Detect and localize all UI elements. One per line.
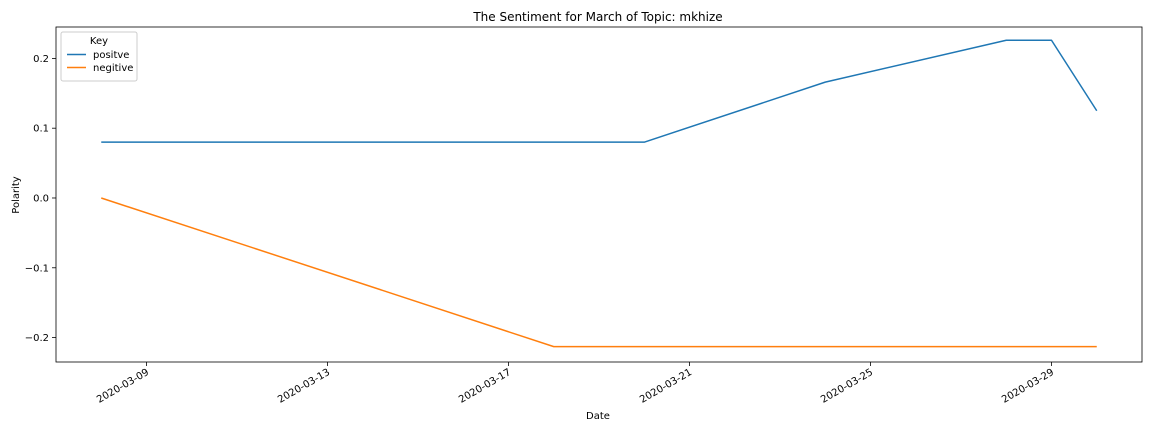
- legend-entry-2: negitive: [93, 63, 133, 74]
- y-axis-title: Polarity: [11, 176, 22, 214]
- y-tick-label: 0.2: [33, 54, 49, 65]
- series-line-2: [101, 197, 1097, 348]
- legend-entry-1: positve: [93, 50, 129, 61]
- legend: Key positve negitive: [60, 31, 138, 82]
- series-line-1: [101, 39, 1098, 143]
- chart-title: The Sentiment for March of Topic: mkhize: [472, 10, 722, 24]
- y-tick-label: −0.2: [25, 333, 49, 344]
- y-tick-label: 0.1: [33, 124, 49, 135]
- y-tick-label: 0.0: [33, 193, 49, 204]
- legend-box: [60, 31, 138, 82]
- legend-title: Key: [90, 36, 108, 47]
- plot-frame: [55, 26, 1143, 363]
- y-tick-label: −0.1: [25, 263, 49, 274]
- x-axis-title: Date: [586, 411, 610, 422]
